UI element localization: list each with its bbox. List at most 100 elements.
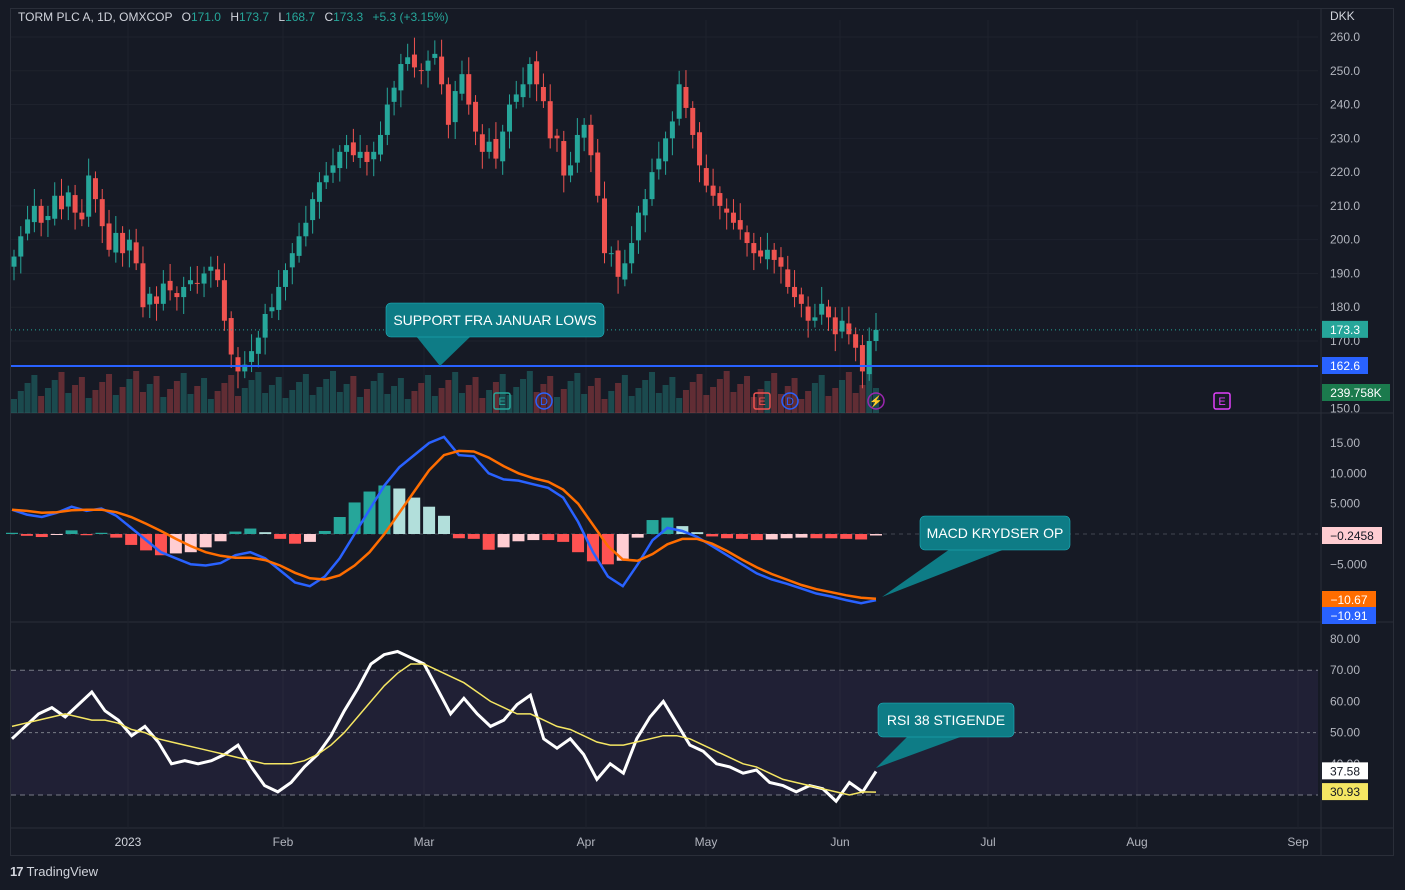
x-tick-label: May: [695, 835, 718, 849]
candle-body: [45, 216, 51, 221]
volume-bar: [791, 378, 798, 413]
macd-histogram-bar: [721, 534, 734, 539]
candle-body: [425, 60, 431, 71]
macd-histogram-bar: [706, 534, 719, 537]
macd-histogram-bar: [497, 534, 510, 548]
volume-bar: [723, 371, 730, 413]
rsi-annotation-box: [877, 702, 1015, 738]
candle-body: [839, 320, 845, 332]
volume-bar: [757, 389, 764, 413]
macd-histogram-bar: [110, 534, 123, 538]
volume-bar: [608, 391, 615, 413]
price-tick-label: 180.0: [1330, 300, 1360, 314]
volume-bar: [852, 393, 859, 413]
candle-body: [635, 212, 641, 241]
close-label: C: [324, 10, 334, 24]
candle-body: [18, 236, 24, 257]
candle-body: [853, 334, 859, 348]
candle-body: [140, 263, 146, 308]
macd-histogram-label-bg: [1322, 527, 1382, 544]
volume-bar: [621, 375, 628, 413]
macd-histogram-bar: [35, 534, 48, 538]
candle-body: [187, 280, 193, 285]
candle-body: [595, 152, 601, 196]
rsi-ma-value-label: 30.93: [1330, 785, 1360, 799]
candle-body: [201, 273, 207, 284]
volume-bar: [526, 371, 533, 413]
candle-body: [473, 101, 479, 132]
volume-bar: [24, 383, 31, 413]
candle-body: [316, 182, 322, 202]
candle-body: [561, 141, 567, 176]
volume-bar: [642, 380, 649, 413]
volume-bar: [330, 371, 337, 413]
candle-body: [92, 178, 98, 200]
volume-bar: [255, 372, 262, 413]
volume-bar: [513, 387, 520, 413]
support-annotation: SUPPORT FRA JANUAR LOWS: [393, 312, 596, 328]
event-marker-icon: [867, 392, 885, 410]
volume-bar: [486, 390, 493, 413]
volume-bar: [873, 388, 879, 413]
rsi-tick-label: 70.00: [1330, 663, 1360, 677]
macd-histogram-bar: [825, 534, 838, 539]
volume-bar: [17, 391, 24, 413]
rsi-tick-label: 60.00: [1330, 694, 1360, 708]
volume-bar: [669, 377, 676, 413]
volume-bar: [458, 393, 465, 413]
volume-bar: [615, 383, 622, 413]
candle-body: [527, 64, 533, 85]
candle-body: [574, 134, 580, 163]
macd-histogram-bar: [735, 534, 748, 539]
volume-bar: [241, 388, 248, 413]
volume-bar: [275, 377, 282, 413]
volume-bar: [737, 384, 744, 413]
open-label: O: [181, 10, 191, 24]
change-value: +5.3 (+3.15%): [372, 10, 449, 24]
volume-bar: [180, 373, 187, 413]
candle-body: [581, 124, 587, 138]
x-tick-label: Aug: [1126, 835, 1147, 849]
volume-bar: [438, 388, 445, 413]
candle-body: [215, 269, 221, 281]
x-tick-label: Jun: [830, 835, 849, 849]
candle-body: [513, 94, 519, 102]
volume-bar: [268, 385, 275, 413]
open-value: 171.0: [190, 10, 221, 24]
volume-bar: [289, 390, 296, 413]
price-tick-label: 240.0: [1330, 98, 1360, 112]
candle-body: [710, 185, 716, 196]
volume-bar: [655, 393, 662, 413]
candle-body: [296, 236, 302, 256]
volume-bar: [343, 384, 350, 413]
candle-body: [357, 151, 363, 158]
candle-body: [445, 84, 451, 125]
support-annotation-box: [385, 302, 605, 338]
volume-bar: [207, 399, 214, 413]
candle-body: [683, 86, 689, 108]
footer-brand[interactable]: 17 TradingView: [10, 864, 98, 879]
volume-bar: [38, 396, 45, 413]
rsi-tick-label: 80.00: [1330, 632, 1360, 646]
macd-histogram-label: −0.2458: [1330, 529, 1374, 543]
candle-body: [846, 323, 852, 335]
macd-histogram-bar: [542, 534, 555, 541]
support-annotation-pointer: [416, 336, 471, 366]
candle-body: [439, 56, 445, 85]
rsi-tick-label: 50.00: [1330, 726, 1360, 740]
rsi-value-label: 37.58: [1330, 764, 1360, 778]
macd-histogram-bar: [423, 506, 436, 534]
volume-bar: [363, 389, 370, 413]
price-tick-label: 220.0: [1330, 165, 1360, 179]
candle-body: [344, 145, 350, 152]
candle-body: [282, 270, 288, 287]
volume-bar: [492, 382, 499, 413]
candle-body: [337, 151, 343, 169]
volume-bar: [540, 384, 547, 413]
candle-body: [65, 192, 71, 207]
event-marker-icon: [753, 392, 771, 410]
x-tick-label: Apr: [577, 835, 596, 849]
volume-bar: [696, 374, 703, 413]
volume-bar: [350, 376, 357, 413]
